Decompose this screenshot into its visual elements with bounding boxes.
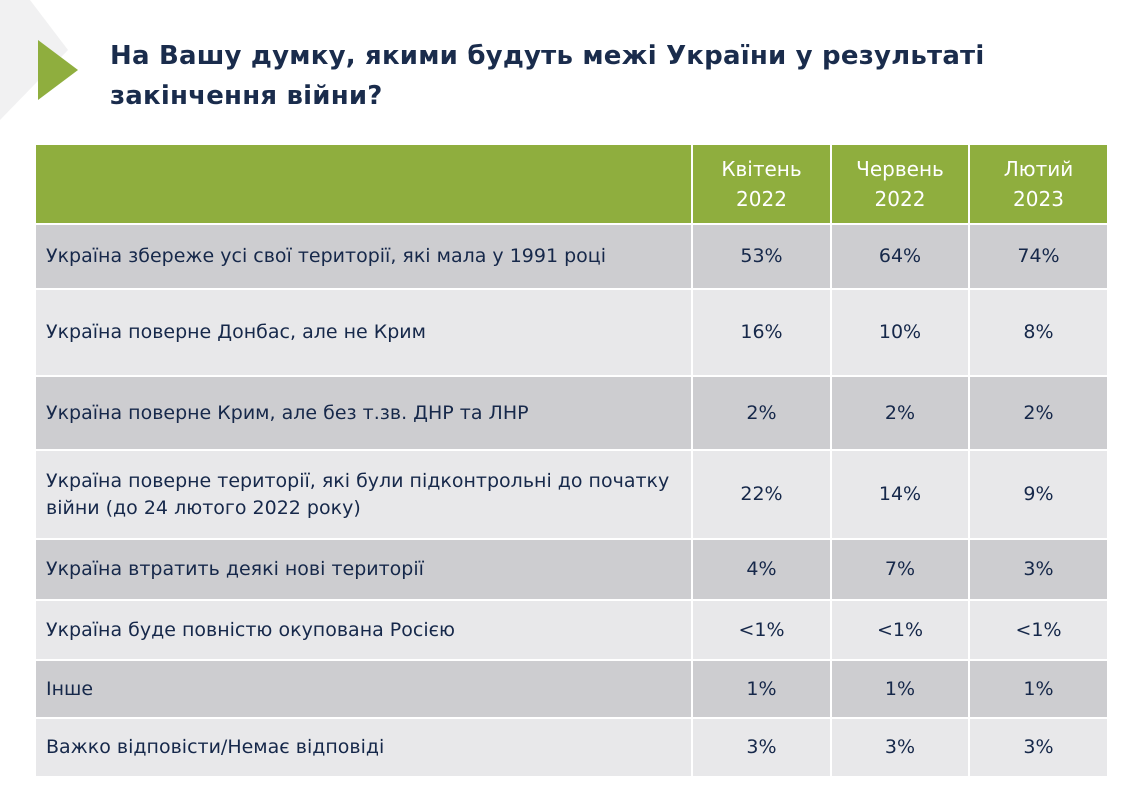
row-label: Україна збереже усі свої території, які … (36, 225, 691, 288)
value-cell: 8% (970, 290, 1107, 375)
header-june-2022: Червень 2022 (832, 145, 968, 223)
header-april-2022: Квітень 2022 (693, 145, 830, 223)
row-label: Важко відповісти/Немає відповіді (36, 719, 691, 776)
header-month: Лютий (1003, 157, 1074, 181)
green-arrow-icon (38, 40, 78, 100)
value-cell: 3% (693, 719, 830, 776)
background-triangle-shape (0, 0, 68, 120)
table-row: Україна поверне території, які були підк… (36, 451, 1107, 538)
row-label: Україна поверне території, які були підк… (36, 451, 691, 538)
table-row: Україна поверне Крим, але без т.зв. ДНР … (36, 377, 1107, 449)
row-label: Україна буде повністю окупована Росією (36, 601, 691, 659)
value-cell: 74% (970, 225, 1107, 288)
value-cell: 7% (832, 540, 968, 599)
table-row: Україна втратить деякі нові території 4% 7… (36, 540, 1107, 599)
value-cell: 2% (970, 377, 1107, 449)
value-cell: 14% (832, 451, 968, 538)
value-cell: <1% (693, 601, 830, 659)
header-year: 2022 (736, 187, 787, 211)
table-row: Інше 1% 1% 1% (36, 661, 1107, 717)
table-header-row: Квітень 2022 Червень 2022 Лютий 2023 (36, 145, 1107, 223)
header-month: Квітень (721, 157, 802, 181)
header-month: Червень (856, 157, 944, 181)
value-cell: 53% (693, 225, 830, 288)
row-label: Україна втратить деякі нові території (36, 540, 691, 599)
value-cell: 1% (832, 661, 968, 717)
value-cell: 9% (970, 451, 1107, 538)
value-cell: 10% (832, 290, 968, 375)
row-label: Інше (36, 661, 691, 717)
value-cell: 3% (970, 540, 1107, 599)
header-year: 2023 (1013, 187, 1064, 211)
table-row: Україна поверне Донбас, але не Крим 16% 10… (36, 290, 1107, 375)
value-cell: 3% (970, 719, 1107, 776)
slide-decoration (0, 0, 78, 120)
row-label: Україна поверне Донбас, але не Крим (36, 290, 691, 375)
header-year: 2022 (874, 187, 926, 211)
header-label-cell (36, 145, 691, 223)
value-cell: 1% (970, 661, 1107, 717)
results-table: Квітень 2022 Червень 2022 Лютий 2023 Україн… (34, 143, 1109, 778)
value-cell: 64% (832, 225, 968, 288)
value-cell: 2% (693, 377, 830, 449)
value-cell: <1% (970, 601, 1107, 659)
value-cell: 1% (693, 661, 830, 717)
value-cell: 22% (693, 451, 830, 538)
value-cell: 2% (832, 377, 968, 449)
value-cell: 4% (693, 540, 830, 599)
table-row: Важко відповісти/Немає відповіді 3% 3% 3% (36, 719, 1107, 776)
value-cell: 16% (693, 290, 830, 375)
value-cell: 3% (832, 719, 968, 776)
header-february-2023: Лютий 2023 (970, 145, 1107, 223)
row-label: Україна поверне Крим, але без т.зв. ДНР … (36, 377, 691, 449)
slide-title: На Вашу думку, якими будуть межі України… (110, 41, 985, 111)
table-row: Україна буде повністю окупована Росією <1… (36, 601, 1107, 659)
table-row: Україна збереже усі свої території, які … (36, 225, 1107, 288)
value-cell: <1% (832, 601, 968, 659)
